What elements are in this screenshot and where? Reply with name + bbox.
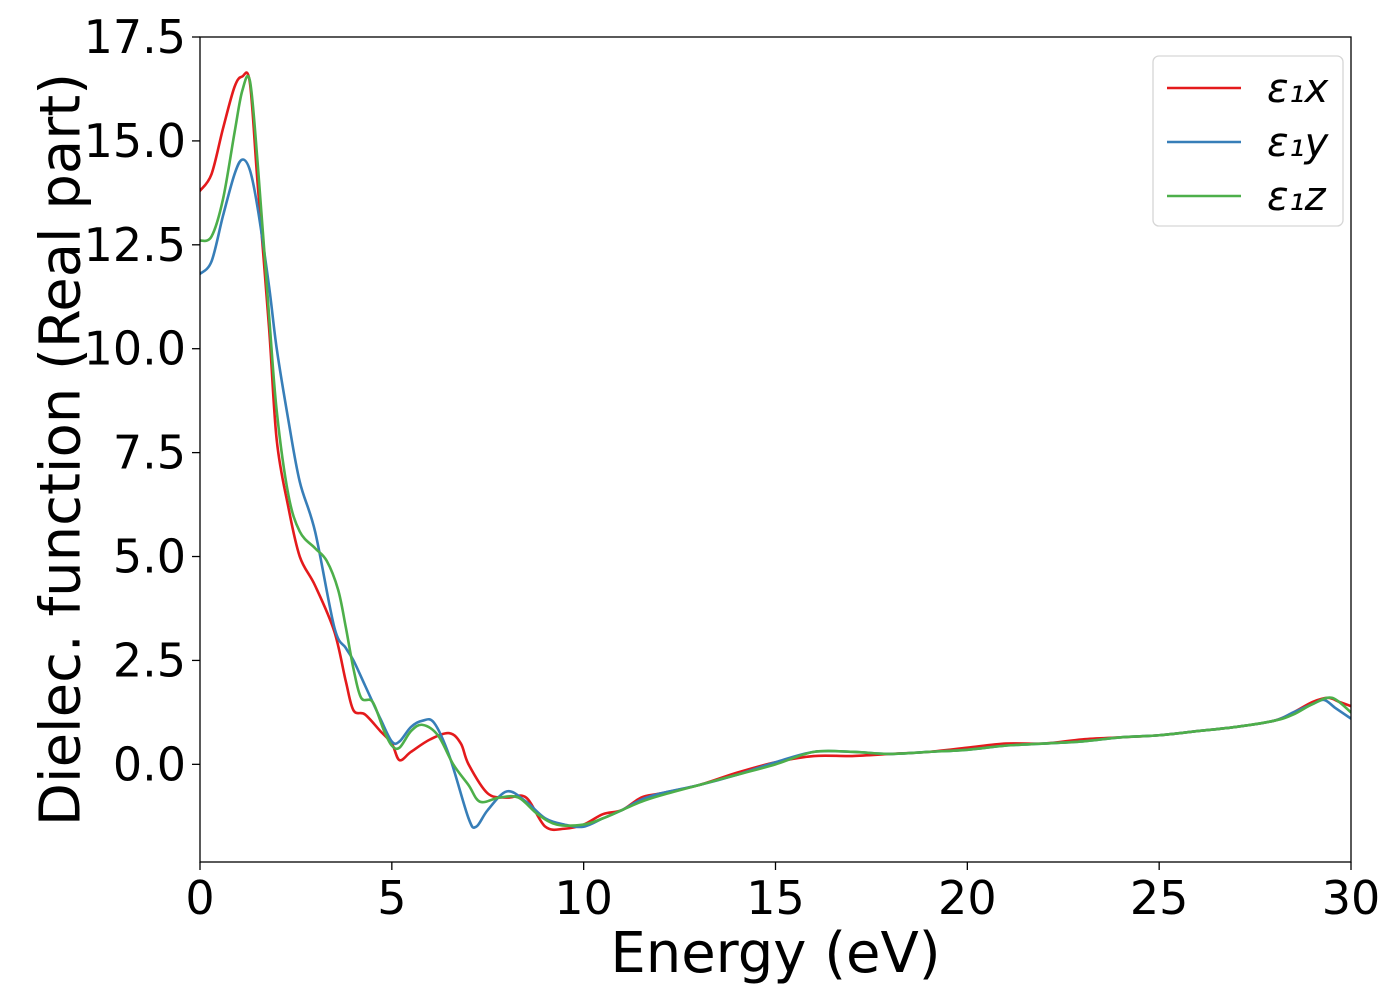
x-tick-label: 15	[746, 871, 805, 925]
y-tick-label: 7.5	[113, 426, 186, 480]
x-tick-label: 5	[377, 871, 406, 925]
legend-label-2: ε₁y	[1267, 120, 1330, 166]
series-layer	[200, 71, 1351, 832]
x-tick-label: 0	[185, 871, 214, 925]
y-tick-label: 12.5	[84, 218, 186, 272]
legend-box	[1152, 55, 1344, 227]
x-tick-label: 20	[938, 871, 997, 925]
y-tick-label: 15.0	[84, 114, 186, 168]
x-tick-label: 10	[554, 871, 613, 925]
y-tick-label: 10.0	[84, 322, 186, 376]
y-axis: 0.0 2.5 5.0 7.5 10.0 12.5 15.0 17.5	[84, 10, 200, 791]
x-tick-label: 30	[1322, 871, 1381, 925]
x-axis-label: Energy (eV)	[610, 921, 940, 986]
legend-label-3: ε₁z	[1267, 174, 1327, 220]
legend-label-1: ε₁x	[1267, 66, 1329, 112]
series-line-3	[200, 74, 1351, 827]
x-tick-label: 25	[1130, 871, 1189, 925]
y-axis-label: Dielec. function (Real part)	[29, 73, 94, 826]
legend: ε₁x ε₁y ε₁z	[1152, 55, 1344, 227]
y-tick-label: 2.5	[113, 633, 186, 687]
y-tick-label: 0.0	[113, 737, 186, 791]
y-tick-label: 5.0	[113, 530, 186, 584]
y-tick-label: 17.5	[84, 10, 186, 64]
x-axis: 0 5 10 15 20 25 30	[185, 862, 1380, 925]
